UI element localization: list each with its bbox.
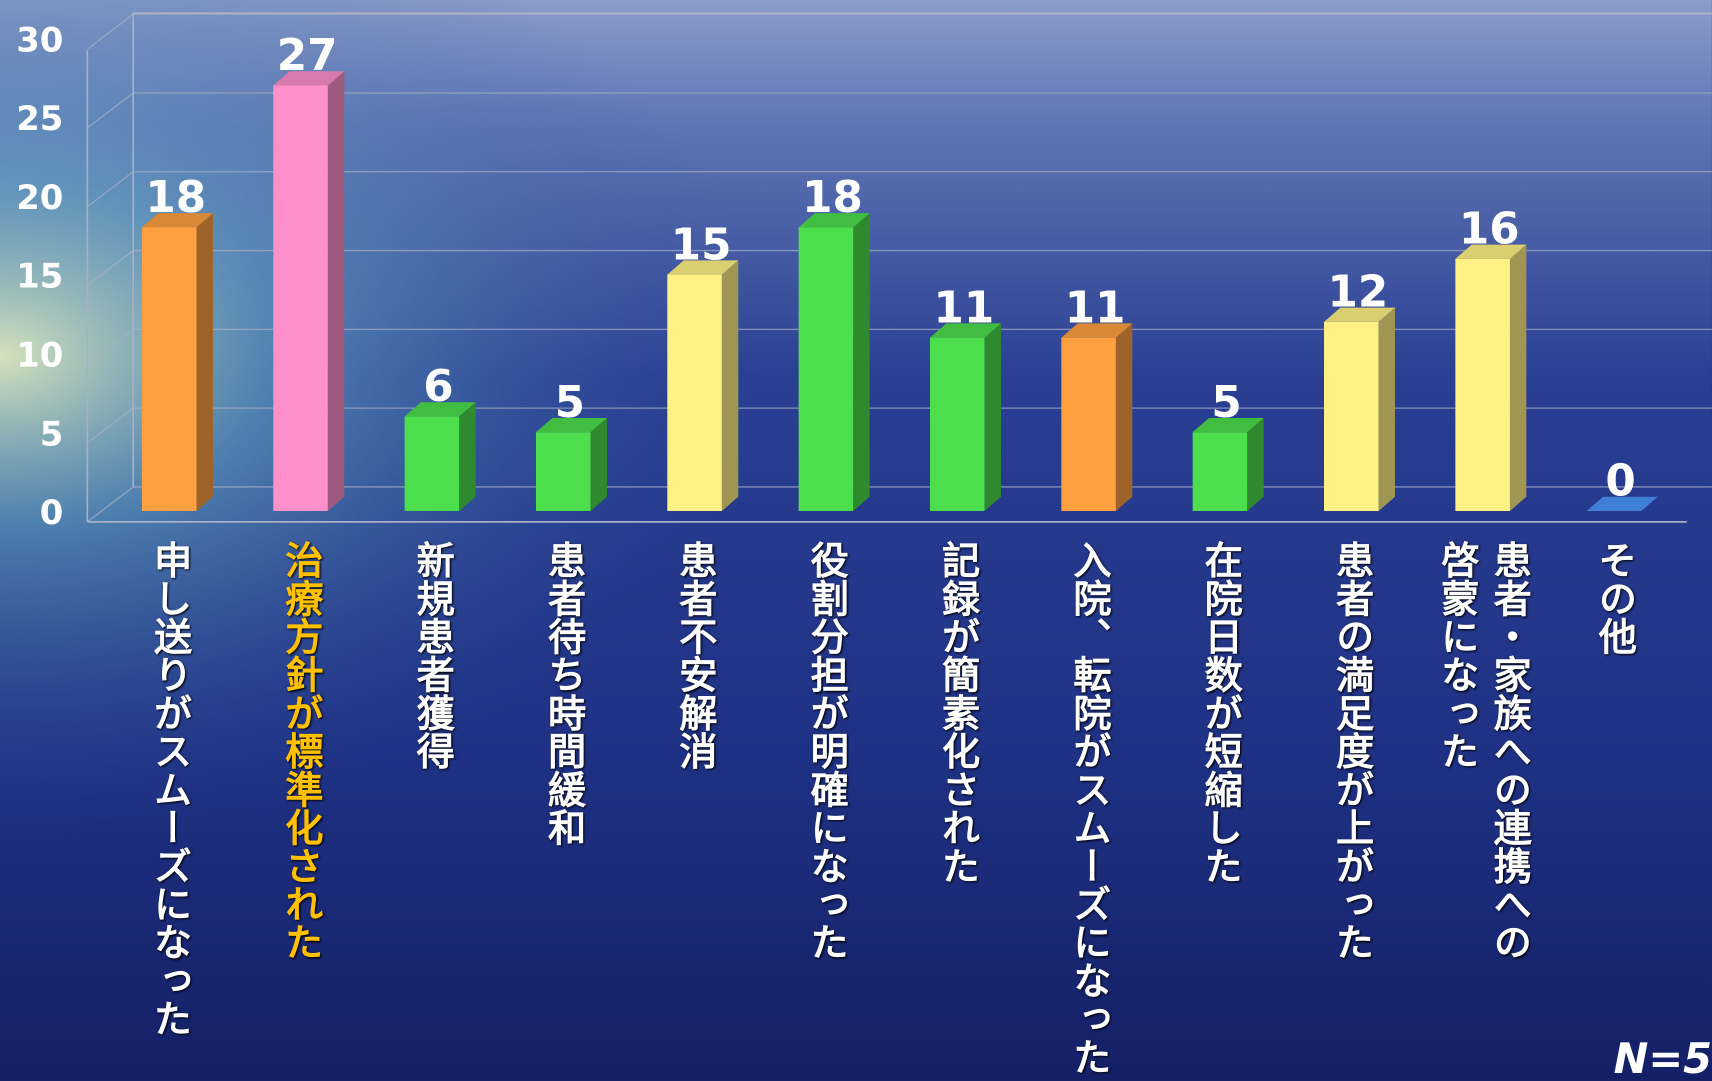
value-label: 12 bbox=[1327, 267, 1388, 318]
grid-line-side bbox=[86, 407, 134, 444]
bar-side bbox=[1115, 323, 1133, 511]
x-tick-label: その他 bbox=[1592, 540, 1636, 656]
bar-top bbox=[141, 213, 213, 228]
value-label: 15 bbox=[671, 219, 732, 270]
bar-side bbox=[721, 260, 739, 511]
x-tick-label: 患者不安解消 bbox=[672, 540, 717, 770]
x-tick-label: 記録が簡素化された bbox=[935, 540, 980, 885]
grid-line-side bbox=[86, 13, 134, 50]
x-tick-label: 役割分担が明確になった bbox=[804, 540, 848, 961]
x-tick-label: 患者・家族への連携への 啓蒙になった bbox=[1434, 540, 1531, 961]
bar-side bbox=[984, 323, 1001, 511]
grid-line-side bbox=[86, 250, 134, 287]
value-label: 16 bbox=[1459, 204, 1520, 255]
y-tick-label: 25 bbox=[16, 99, 63, 138]
value-label: 18 bbox=[145, 172, 206, 223]
x-tick-label: 新規患者獲得 bbox=[410, 540, 454, 770]
bar-side bbox=[327, 71, 345, 511]
bar bbox=[667, 274, 722, 511]
value-label: 0 bbox=[1605, 456, 1635, 507]
x-tick-label: 患者の満足度が上がった bbox=[1329, 540, 1374, 961]
bar-top bbox=[1586, 496, 1658, 511]
bar bbox=[535, 432, 591, 511]
value-label: 27 bbox=[277, 30, 338, 81]
x-tick-label: 申し送りがスムーズになった bbox=[147, 540, 192, 1038]
bar-side bbox=[853, 213, 870, 511]
bar bbox=[273, 85, 328, 511]
y-tick-label: 10 bbox=[16, 335, 63, 374]
bar-top bbox=[1192, 417, 1264, 433]
x-tick-label: 治療方針が標準化された bbox=[278, 540, 323, 961]
grid-line-side bbox=[86, 328, 134, 365]
x-tick-label: 入院、転院がスムーズになった bbox=[1066, 540, 1111, 1076]
bar-top bbox=[1324, 307, 1395, 322]
bar bbox=[1061, 337, 1116, 511]
value-label: 11 bbox=[1065, 282, 1126, 333]
bar bbox=[404, 416, 460, 511]
bar bbox=[929, 337, 985, 511]
bar-top bbox=[535, 417, 607, 433]
bar-top bbox=[798, 213, 870, 228]
bar bbox=[141, 227, 197, 511]
bar-side bbox=[1378, 307, 1395, 511]
bar-side bbox=[1247, 417, 1264, 511]
grid-line-side bbox=[86, 92, 134, 129]
bar-side bbox=[196, 213, 213, 511]
grid-line-side bbox=[86, 486, 134, 523]
bar-top bbox=[404, 402, 476, 417]
bar bbox=[798, 227, 854, 511]
bar-side bbox=[459, 402, 476, 511]
bar-top bbox=[667, 260, 739, 275]
value-label: 18 bbox=[802, 172, 863, 223]
bar-top bbox=[929, 323, 1001, 338]
grid-line-side bbox=[86, 171, 134, 208]
bar bbox=[1192, 432, 1248, 511]
y-tick-label: 15 bbox=[16, 257, 63, 296]
y-tick-label: 20 bbox=[16, 178, 63, 217]
x-tick-label: 在院日数が短縮した bbox=[1198, 540, 1242, 885]
bar-side bbox=[1509, 244, 1527, 511]
bar-top bbox=[1455, 244, 1527, 259]
x-tick-label: 患者待ち時間緩和 bbox=[541, 540, 586, 847]
annotation: N=5 bbox=[1613, 1035, 1712, 1081]
value-label: 6 bbox=[423, 361, 453, 412]
value-label: 5 bbox=[555, 377, 585, 428]
y-tick-label: 0 bbox=[40, 493, 64, 532]
bar bbox=[1455, 258, 1510, 511]
value-label: 5 bbox=[1211, 377, 1241, 428]
bar-top bbox=[273, 71, 345, 86]
value-label: 11 bbox=[933, 282, 994, 333]
y-tick-label: 5 bbox=[40, 414, 64, 453]
y-tick-label: 30 bbox=[16, 20, 63, 59]
bar bbox=[1324, 321, 1379, 511]
bar-top bbox=[1061, 323, 1133, 338]
bar-side bbox=[590, 417, 607, 511]
